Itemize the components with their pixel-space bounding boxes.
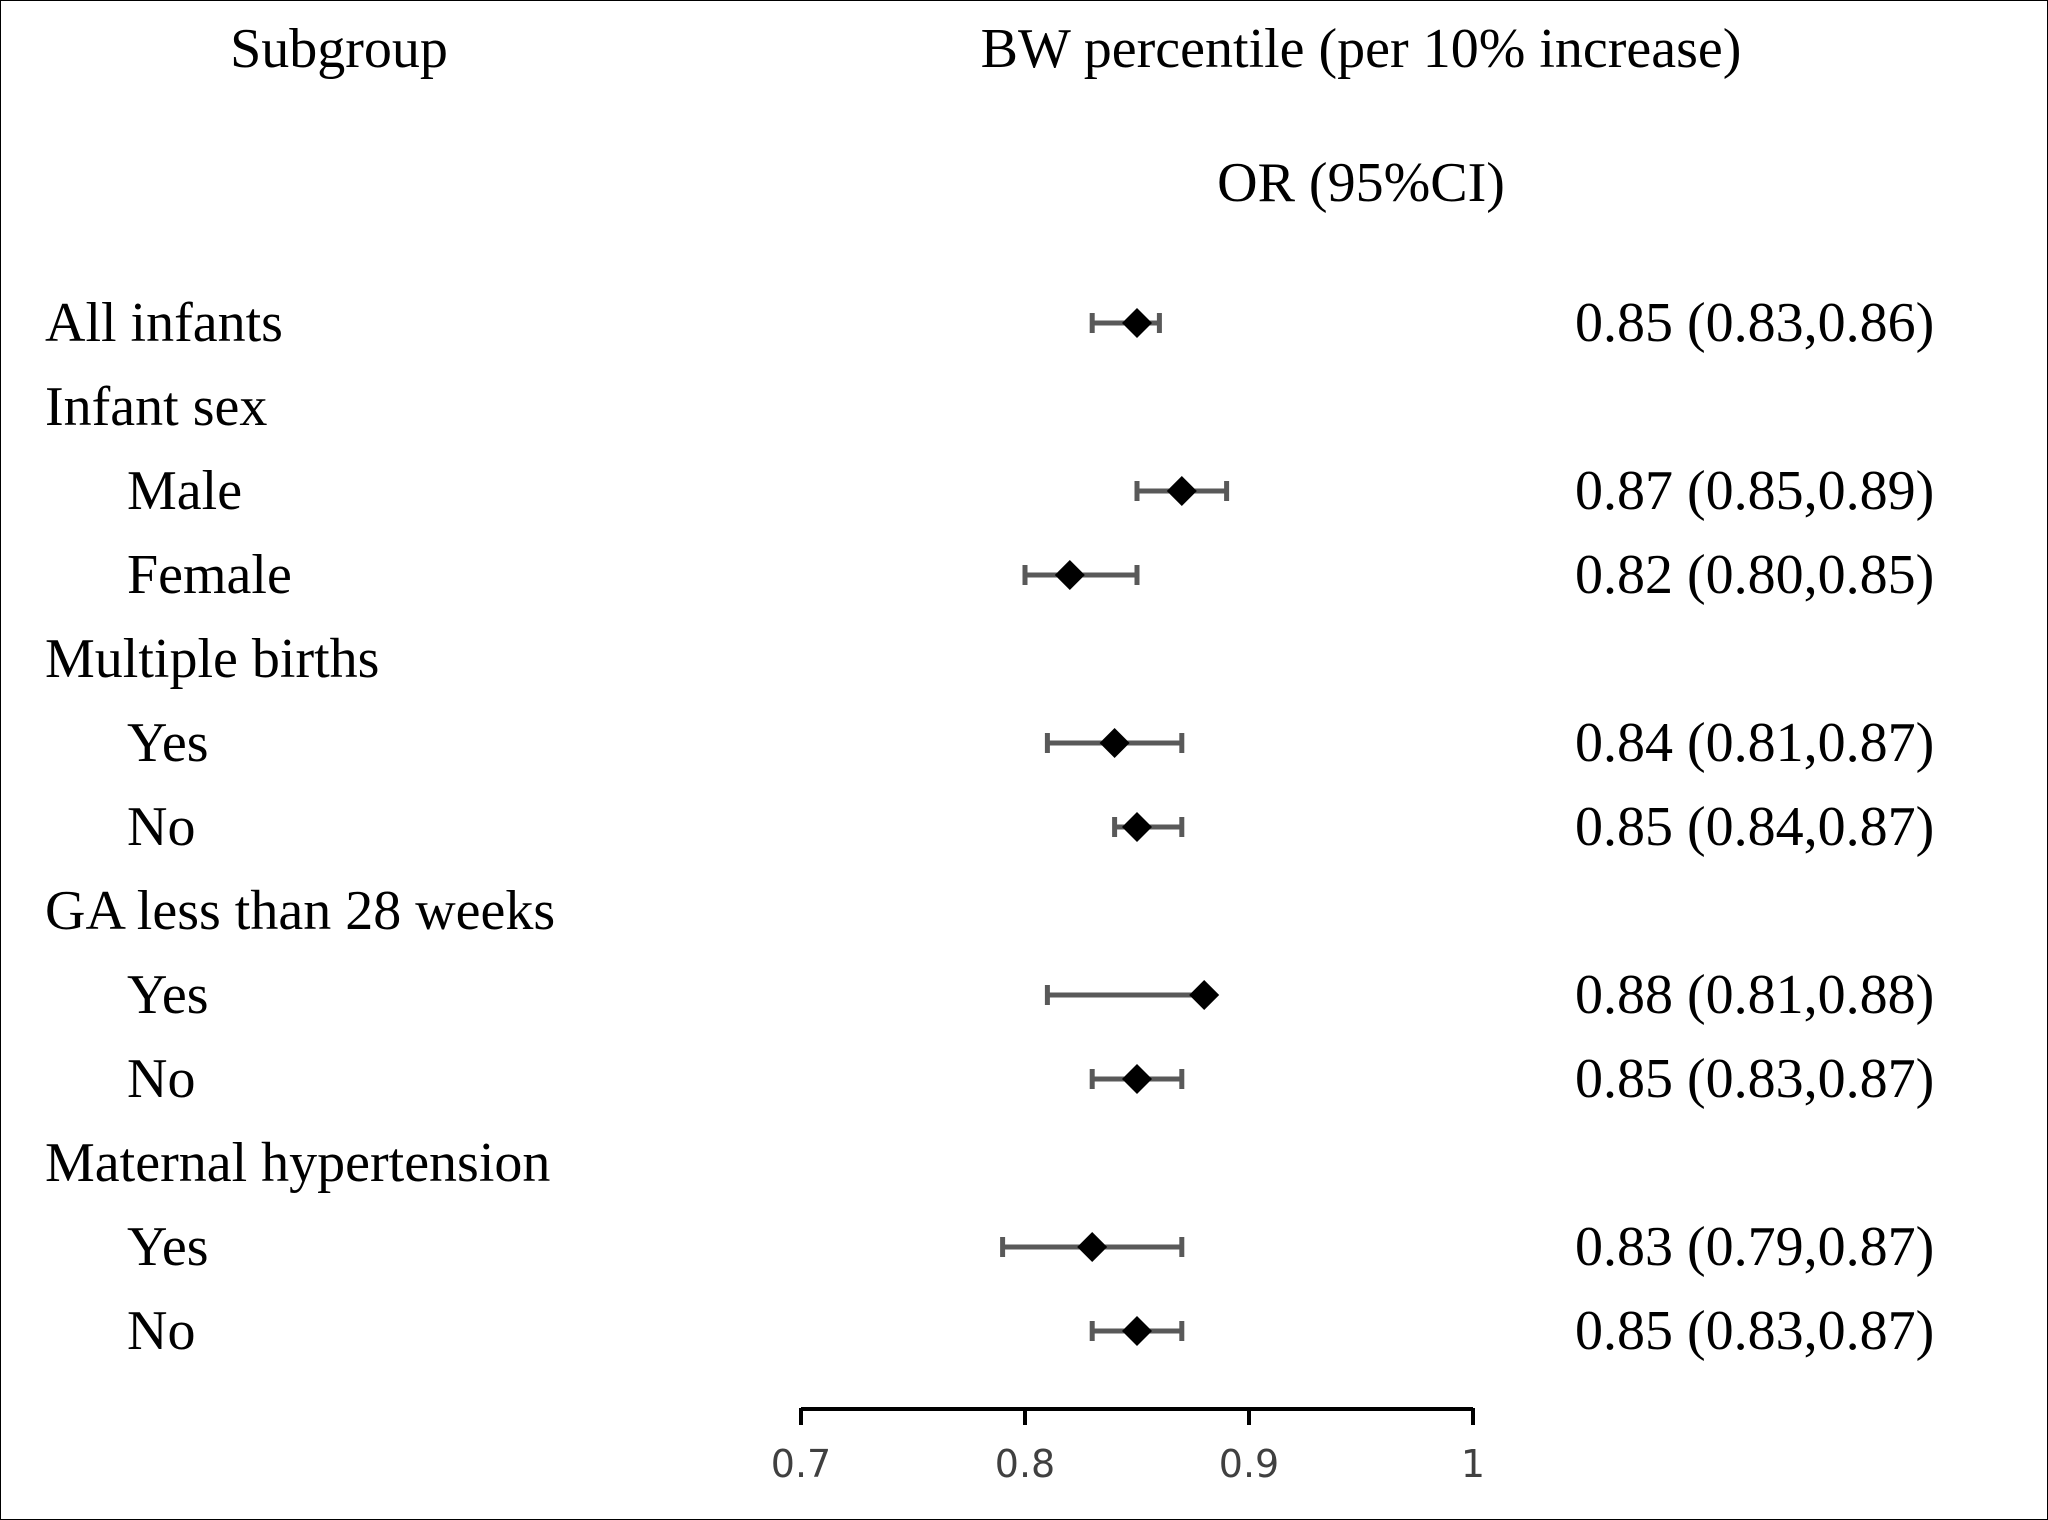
- or-point-marker: [1189, 980, 1220, 1010]
- x-tick-label: 1: [1461, 1442, 1485, 1486]
- x-axis: 0.7 0.8 0.9 1: [771, 1407, 1485, 1486]
- or-value-text: 0.85 (0.83,0.87): [1575, 1048, 1934, 1110]
- subgroup-header: Subgroup: [230, 18, 448, 80]
- forest-row: No 0.85 (0.83,0.87): [127, 1300, 1934, 1362]
- or-point-marker: [1122, 812, 1152, 842]
- or-value-text: 0.82 (0.80,0.85): [1575, 544, 1934, 606]
- x-tick-label: 0.7: [771, 1442, 831, 1486]
- row-label: All infants: [45, 292, 283, 354]
- forest-row: Infant sex: [45, 376, 267, 438]
- or-point-marker: [1077, 1232, 1108, 1262]
- forest-row: No 0.85 (0.83,0.87): [127, 1048, 1934, 1110]
- row-label: Male: [127, 460, 242, 522]
- or-value-text: 0.83 (0.79,0.87): [1575, 1216, 1934, 1278]
- forest-row: Maternal hypertension: [45, 1132, 550, 1194]
- or-value-text: 0.88 (0.81,0.88): [1575, 964, 1934, 1026]
- row-label: Female: [127, 544, 292, 606]
- row-label: Yes: [127, 964, 208, 1026]
- or-value-text: 0.87 (0.85,0.89): [1575, 460, 1934, 522]
- row-label: Maternal hypertension: [45, 1132, 550, 1194]
- forest-row: Yes 0.83 (0.79,0.87): [127, 1216, 1934, 1278]
- forest-row: Female 0.82 (0.80,0.85): [127, 544, 1934, 606]
- or-point-marker: [1122, 1316, 1152, 1346]
- or-value-text: 0.84 (0.81,0.87): [1575, 712, 1934, 774]
- forest-row: Male 0.87 (0.85,0.89): [127, 460, 1934, 522]
- forest-row: No 0.85 (0.84,0.87): [127, 796, 1934, 858]
- row-label: Yes: [127, 712, 208, 774]
- or-point-marker: [1122, 1064, 1152, 1094]
- or-value-text: 0.85 (0.83,0.86): [1575, 292, 1934, 354]
- x-tick-label: 0.8: [995, 1442, 1055, 1486]
- row-label: No: [127, 1048, 195, 1110]
- forest-row: GA less than 28 weeks: [45, 880, 555, 942]
- forest-row: Multiple births: [45, 628, 379, 690]
- row-label: Multiple births: [45, 628, 379, 690]
- or-point-marker: [1099, 728, 1130, 758]
- or-point-marker: [1166, 476, 1197, 506]
- or-value-text: 0.85 (0.84,0.87): [1575, 796, 1934, 858]
- exposure-header: BW percentile (per 10% increase): [981, 18, 1742, 80]
- row-label: No: [127, 1300, 195, 1362]
- forest-row: All infants 0.85 (0.83,0.86): [45, 292, 1934, 354]
- row-label: Infant sex: [45, 376, 267, 438]
- forest-row: Yes 0.88 (0.81,0.88): [127, 964, 1934, 1026]
- row-label: No: [127, 796, 195, 858]
- row-label: Yes: [127, 1216, 208, 1278]
- row-label: GA less than 28 weeks: [45, 880, 555, 942]
- forest-row: Yes 0.84 (0.81,0.87): [127, 712, 1934, 774]
- or-point-marker: [1122, 308, 1152, 338]
- x-tick-label: 0.9: [1219, 1442, 1279, 1486]
- or-value-text: 0.85 (0.83,0.87): [1575, 1300, 1934, 1362]
- or-point-marker: [1054, 560, 1085, 590]
- estimate-header: OR (95%CI): [1217, 152, 1505, 214]
- forest-rows: All infants 0.85 (0.83,0.86) Infant sex Mal…: [45, 292, 1934, 1362]
